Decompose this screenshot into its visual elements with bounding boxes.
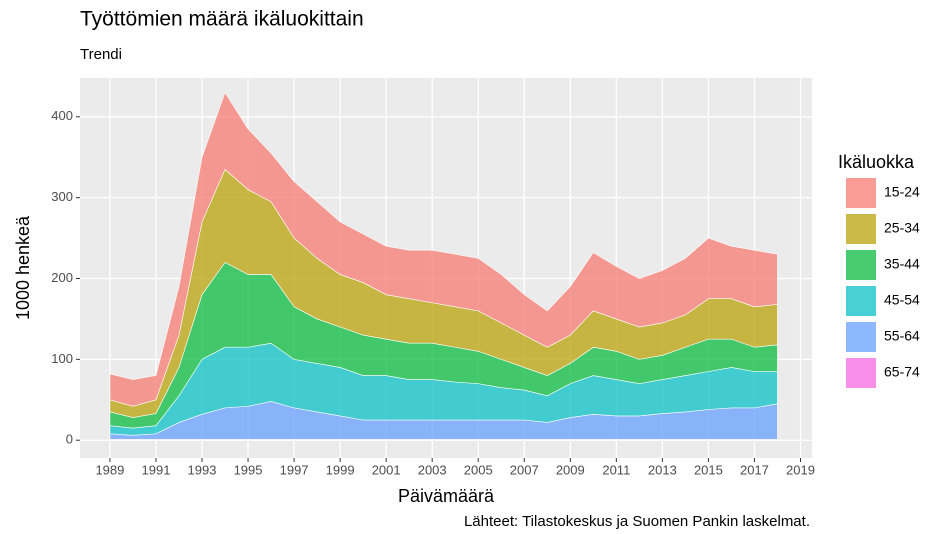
legend-key <box>846 286 876 316</box>
legend-label: 25-34 <box>884 220 920 236</box>
y-tick-label: 100 <box>51 351 73 366</box>
x-tick-label: 2005 <box>464 462 493 477</box>
y-tick-label: 400 <box>51 108 73 123</box>
x-tick-label: 2019 <box>786 462 815 477</box>
legend-key <box>846 250 876 280</box>
x-axis-label: Päivämäärä <box>398 486 495 506</box>
x-tick-label: 2007 <box>510 462 539 477</box>
x-tick-label: 1989 <box>95 462 124 477</box>
caption: Lähteet: Tilastokeskus ja Suomen Pankin … <box>464 513 810 530</box>
x-tick-label: 1999 <box>326 462 355 477</box>
y-tick-label: 0 <box>66 432 73 447</box>
legend-label: 65-74 <box>884 364 920 380</box>
x-tick-label: 2015 <box>694 462 723 477</box>
x-tick-label: 2001 <box>372 462 401 477</box>
legend-key <box>846 178 876 208</box>
area <box>109 91 778 407</box>
legend-key <box>846 358 876 388</box>
x-tick-label: 1993 <box>188 462 217 477</box>
x-tick-label: 2003 <box>418 462 447 477</box>
legend-label: 45-54 <box>884 292 920 308</box>
x-tick-label: 2009 <box>556 462 585 477</box>
legend-key <box>846 322 876 352</box>
y-axis-label: 1000 henkeä <box>13 215 33 320</box>
chart-subtitle: Trendi <box>80 46 122 63</box>
x-tick-label: 1995 <box>234 462 263 477</box>
x-tick-label: 2011 <box>602 462 630 477</box>
legend-title: Ikäluokka <box>838 152 915 172</box>
x-tick-label: 2017 <box>740 462 769 477</box>
x-tick-label: 2013 <box>648 462 677 477</box>
y-tick-label: 200 <box>51 270 73 285</box>
legend-label: 55-64 <box>884 328 920 344</box>
x-tick-label: 1991 <box>142 462 171 477</box>
y-tick-label: 300 <box>51 189 73 204</box>
chart-title: Työttömien määrä ikäluokittain <box>80 8 364 31</box>
legend-label: 15-24 <box>884 184 920 200</box>
legend-label: 35-44 <box>884 256 920 272</box>
x-tick-label: 1997 <box>280 462 309 477</box>
legend-key <box>846 214 876 244</box>
